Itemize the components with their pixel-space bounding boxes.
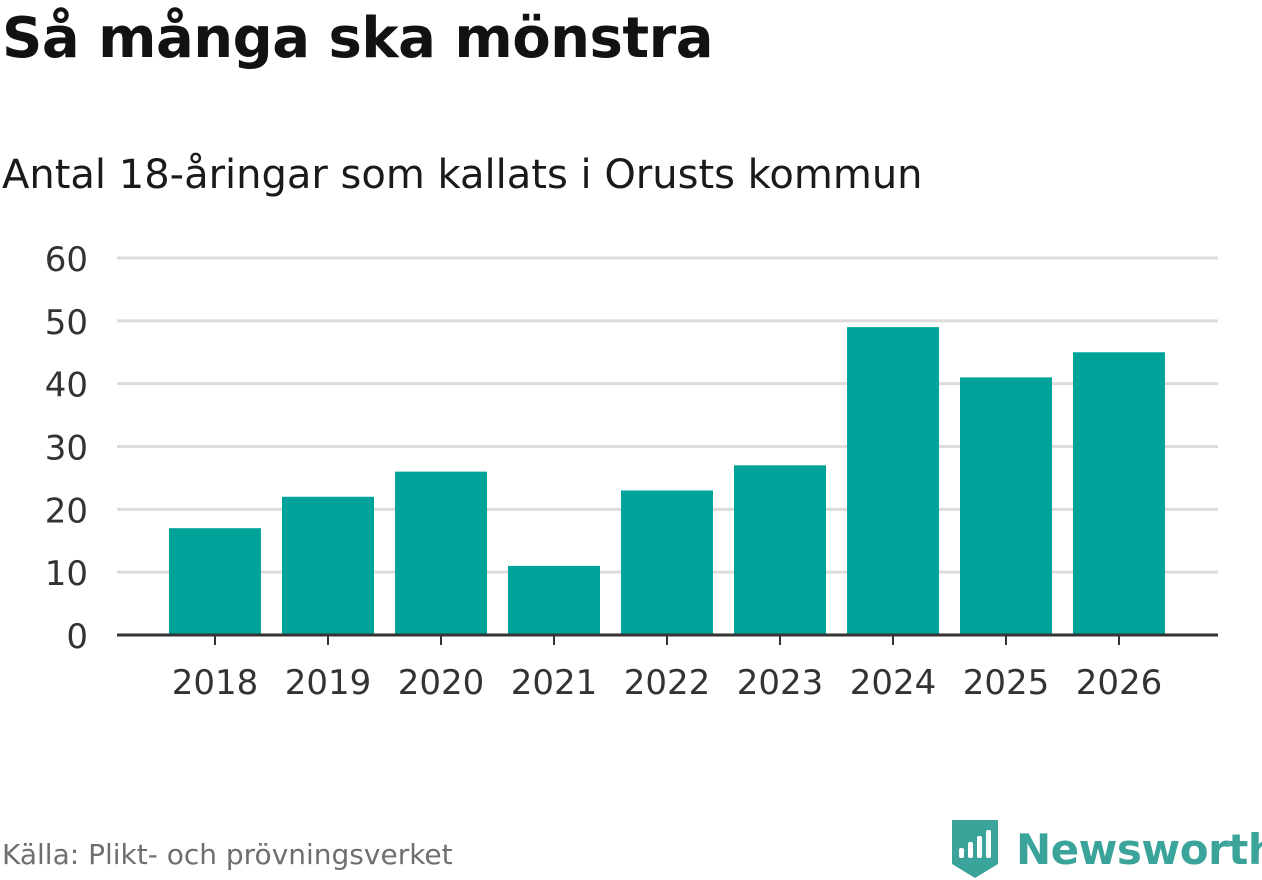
y-tick-label: 50	[45, 303, 88, 343]
y-tick-label: 20	[45, 491, 88, 531]
bar-2020	[395, 471, 487, 635]
bar-2018	[169, 528, 261, 635]
x-axis-ticks: 2018 2019 2020 2021 2022 2023 2024 2025 2026	[172, 635, 1163, 703]
y-tick-label: 60	[45, 240, 88, 280]
bar-2019	[282, 496, 374, 635]
x-tick-label: 2024	[850, 663, 937, 703]
y-axis-ticks: 0 10 20 30 40 50 60	[45, 240, 88, 657]
x-tick-label: 2023	[737, 663, 824, 703]
y-tick-label: 30	[45, 429, 88, 469]
bar-2022	[621, 490, 713, 635]
x-tick-label: 2021	[511, 663, 598, 703]
y-tick-label: 40	[45, 366, 88, 406]
bar-2024	[847, 327, 939, 635]
bar-2025	[960, 377, 1052, 635]
y-tick-label: 0	[66, 617, 88, 657]
x-tick-label: 2018	[172, 663, 259, 703]
bar-2026	[1073, 352, 1165, 635]
bar-2021	[508, 565, 600, 635]
x-tick-label: 2026	[1076, 663, 1163, 703]
x-tick-label: 2022	[624, 663, 711, 703]
source-note: Källa: Plikt- och prövningsverket	[2, 838, 453, 871]
chart-subtitle: Antal 18-åringar som kallats i Orusts ko…	[2, 152, 923, 198]
brand-name: Newsworthy	[1016, 824, 1262, 874]
newsworthy-logo-icon	[952, 820, 998, 878]
y-tick-label: 10	[45, 554, 88, 594]
bar-2023	[734, 465, 826, 635]
x-tick-label: 2020	[398, 663, 485, 703]
brand: Newsworthy	[950, 818, 1262, 880]
x-tick-label: 2019	[285, 663, 372, 703]
chart-title: Så många ska mönstra	[2, 6, 714, 71]
bars	[169, 327, 1165, 635]
x-tick-label: 2025	[963, 663, 1050, 703]
